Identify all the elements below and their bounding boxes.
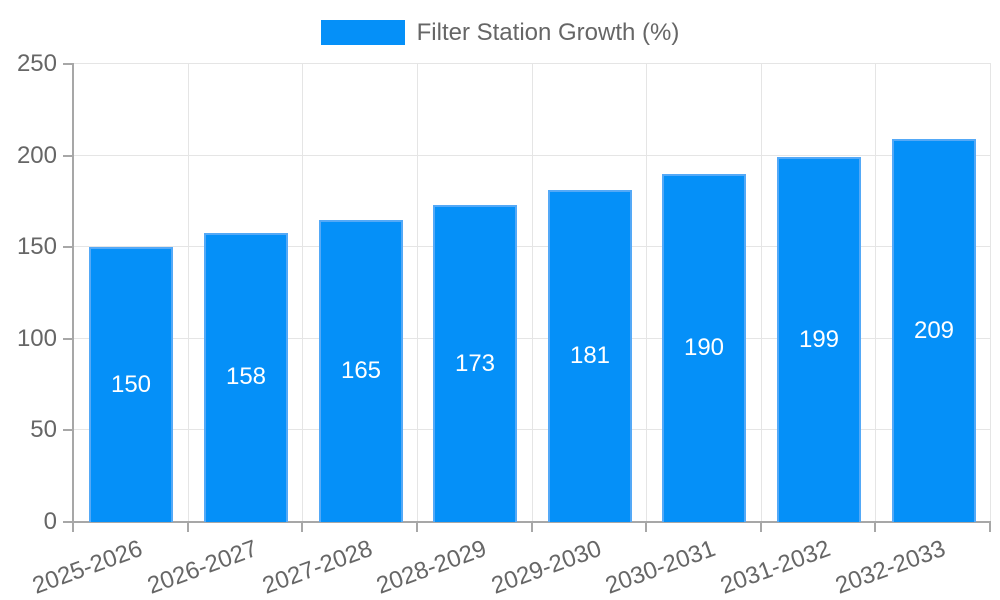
y-tick-mark bbox=[63, 155, 74, 157]
x-tick-mark bbox=[187, 523, 189, 532]
y-gridline bbox=[74, 63, 991, 64]
y-tick-mark bbox=[63, 429, 74, 431]
x-gridline bbox=[646, 64, 647, 522]
y-tick-label: 0 bbox=[43, 508, 57, 535]
x-gridline bbox=[188, 64, 189, 522]
bar[interactable] bbox=[319, 220, 403, 522]
bar[interactable] bbox=[89, 247, 173, 522]
legend-label: Filter Station Growth (%) bbox=[416, 19, 680, 46]
x-gridline bbox=[532, 64, 533, 522]
legend-item[interactable]: Filter Station Growth (%) bbox=[0, 19, 1000, 46]
bar-value-label: 165 bbox=[340, 357, 382, 384]
x-tick-label: 2029-2030 bbox=[488, 535, 606, 600]
x-gridline bbox=[761, 64, 762, 522]
bar-value-label: 173 bbox=[454, 350, 496, 377]
x-gridline bbox=[875, 64, 876, 522]
y-tick-mark bbox=[63, 246, 74, 248]
x-tick-mark bbox=[760, 523, 762, 532]
bar[interactable] bbox=[433, 205, 517, 522]
bar-value-label: 190 bbox=[683, 334, 725, 361]
x-tick-label: 2030-2031 bbox=[602, 535, 720, 600]
x-tick-mark bbox=[989, 523, 991, 532]
bar[interactable] bbox=[662, 174, 746, 522]
x-tick-mark bbox=[645, 523, 647, 532]
x-tick-label: 2032-2033 bbox=[832, 535, 950, 600]
bar-value-label: 199 bbox=[798, 326, 840, 353]
x-gridline bbox=[302, 64, 303, 522]
y-tick-label: 250 bbox=[16, 50, 57, 77]
y-tick-label: 50 bbox=[30, 416, 57, 443]
bar[interactable] bbox=[548, 190, 632, 522]
x-tick-label: 2027-2028 bbox=[259, 535, 377, 600]
bar[interactable] bbox=[892, 139, 976, 522]
x-tick-label: 2026-2027 bbox=[144, 535, 262, 600]
y-tick-mark bbox=[63, 521, 74, 523]
x-tick-mark bbox=[301, 523, 303, 532]
x-tick-mark bbox=[72, 523, 74, 532]
bar-value-label: 158 bbox=[225, 363, 267, 390]
bar[interactable] bbox=[204, 233, 288, 522]
x-gridline bbox=[990, 64, 991, 522]
bar-value-label: 150 bbox=[110, 371, 152, 398]
x-gridline bbox=[417, 64, 418, 522]
x-tick-label: 2025-2026 bbox=[29, 535, 147, 600]
x-tick-mark bbox=[531, 523, 533, 532]
y-tick-mark bbox=[63, 63, 74, 65]
x-tick-mark bbox=[874, 523, 876, 532]
bar-value-label: 181 bbox=[569, 342, 611, 369]
x-axis-line bbox=[72, 521, 991, 523]
x-tick-mark bbox=[416, 523, 418, 532]
y-tick-mark bbox=[63, 338, 74, 340]
y-tick-label: 100 bbox=[16, 325, 57, 352]
y-tick-label: 200 bbox=[16, 142, 57, 169]
legend-swatch bbox=[320, 20, 405, 45]
x-tick-label: 2028-2029 bbox=[373, 535, 491, 600]
bar[interactable] bbox=[777, 157, 861, 522]
x-tick-label: 2031-2032 bbox=[717, 535, 835, 600]
y-axis-line bbox=[72, 64, 74, 522]
y-tick-label: 150 bbox=[16, 233, 57, 260]
bar-value-label: 209 bbox=[913, 317, 955, 344]
